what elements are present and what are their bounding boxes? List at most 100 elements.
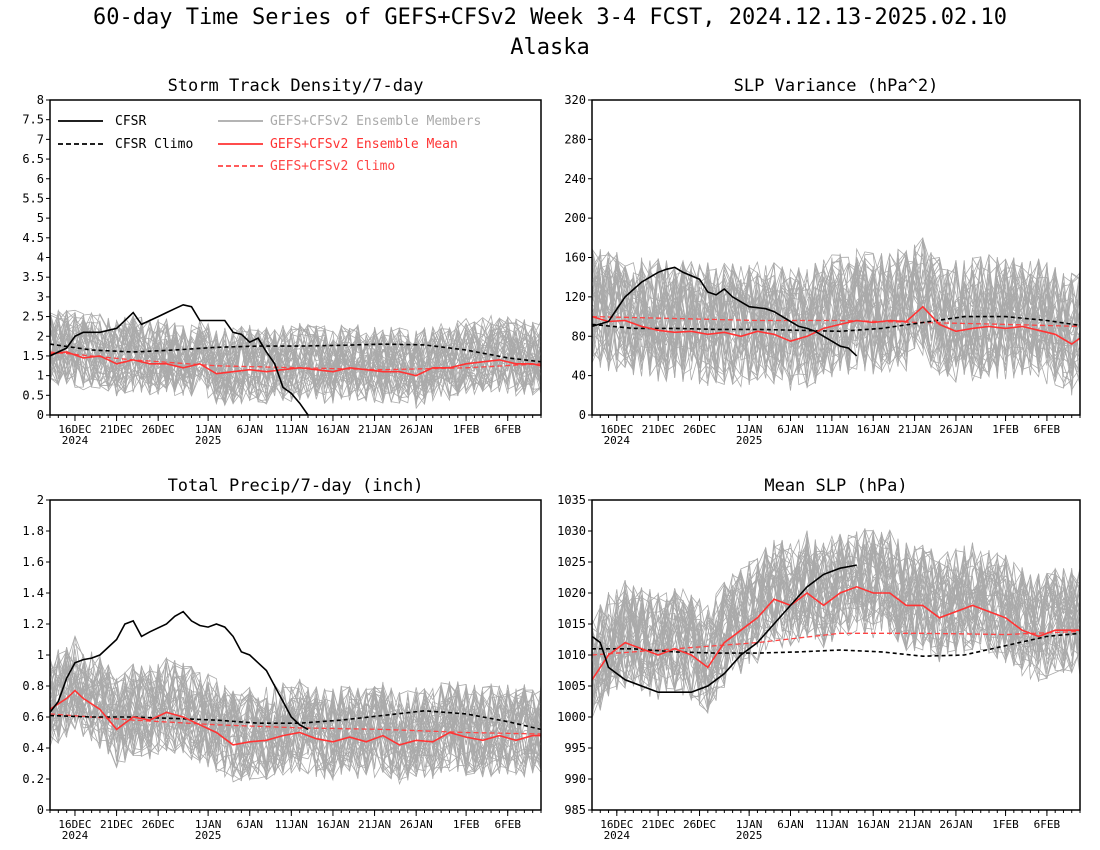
ensemble-members [591,528,1081,719]
x-tick-label: 21DEC [642,818,675,831]
x-tick-label: 1FEB [992,818,1019,831]
panel-title: Mean SLP (hPa) [764,476,907,496]
y-tick-label: 1025 [557,555,586,569]
x-tick-label: 21JAN [898,818,931,831]
y-tick-label: 1.2 [22,617,44,631]
legend-label: GEFS+CFSv2 Climo [270,159,395,174]
x-tick-label: 16DEC [58,423,91,436]
x-tick-label: 6JAN [777,818,804,831]
gefs-climo-line [49,713,542,735]
x-tick-year-label: 2025 [195,829,222,842]
ensemble-member-line [591,247,1081,383]
y-tick-label: 2 [37,493,44,507]
x-tick-label: 6FEB [1034,818,1061,831]
x-tick-label: 6FEB [494,818,521,831]
x-tick-label: 16DEC [58,818,91,831]
ensemble-member-line [591,539,1081,709]
y-tick-label: 0.4 [22,741,44,755]
x-tick-label: 26JAN [939,818,972,831]
y-tick-label: 4 [37,251,44,265]
legend-members: GEFS+CFSv2 Ensemble Members [218,114,481,129]
x-tick-year-label: 2025 [736,829,763,842]
ensemble-member-line [591,533,1081,682]
ensemble-members [49,308,542,410]
x-tick-label: 11JAN [815,818,848,831]
x-tick-label: 26DEC [142,818,175,831]
ensemble-mean-line [49,351,542,377]
y-tick-label: 1.8 [22,524,44,538]
y-tick-label: 200 [564,211,586,225]
cfsr-line [49,303,309,416]
x-tick-label: 1JAN [195,423,222,436]
ensemble-member-line [591,257,1081,382]
ensemble-member-line [49,309,542,407]
y-tick-label: 995 [564,741,586,755]
x-tick-year-label: 2024 [62,434,89,447]
chart-panel-2: SLP Variance (hPa^2) 0 40 80 120 160 200 240 280… [564,76,1081,447]
y-tick-label: 0.5 [22,388,44,402]
y-tick-label: 320 [564,93,586,107]
y-tick-label: 4.5 [22,231,44,245]
ensemble-member-line [591,252,1081,386]
y-tick-label: 7 [37,132,44,146]
x-tick-year-label: 2024 [604,434,631,447]
panel-title: Storm Track Density/7-day [168,76,424,96]
ensemble-member-line [591,259,1081,377]
cfsr-line [591,564,857,694]
x-tick-label: 1FEB [453,423,480,436]
y-tick-label: 7.5 [22,113,44,127]
ensemble-member-line [49,666,542,781]
y-tick-label: 280 [564,132,586,146]
chart-panel-4: Mean SLP (hPa) 985 990 995 1000 1005 1010 1015 1… [557,476,1081,842]
x-tick-label: 16JAN [857,818,890,831]
ensemble-member-line [49,315,542,403]
y-tick-label: 5 [37,211,44,225]
chart-panel-1: Storm Track Density/7-day 0 0.5 1 1.5 2 2.5 3 3.… [22,76,542,447]
cfsr-line [49,610,309,731]
ensemble-mean-line [591,305,1081,346]
x-tick-label: 16JAN [316,423,349,436]
legend-ensemble-mean: GEFS+CFSv2 Ensemble Mean [218,137,458,152]
x-tick-label: 16DEC [600,423,633,436]
main-title: 60-day Time Series of GEFS+CFSv2 Week 3-… [93,5,1007,30]
cfsr-climo-line [592,632,1081,658]
x-tick-label: 1JAN [736,818,763,831]
y-tick-label: 80 [572,329,586,343]
x-tick-label: 1FEB [992,423,1019,436]
y-tick-label: 5.5 [22,191,44,205]
x-tick-label: 6FEB [1034,423,1061,436]
x-tick-year-label: 2025 [736,434,763,447]
ensemble-member-line [591,248,1081,376]
y-tick-label: 160 [564,251,586,265]
x-tick-label: 16JAN [316,818,349,831]
x-tick-label: 16JAN [857,423,890,436]
x-tick-label: 11JAN [815,423,848,436]
y-tick-label: 1015 [557,617,586,631]
legend: CFSR CFSR Climo GEFS+CFSv2 Ensemble Member… [58,114,481,174]
y-tick-label: 0 [37,408,44,422]
y-tick-label: 1 [37,369,44,383]
y-tick-label: 1030 [557,524,586,538]
y-tick-label: 0.2 [22,772,44,786]
ensemble-member-line [591,530,1081,691]
y-tick-label: 6 [37,172,44,186]
y-tick-label: 1005 [557,679,586,693]
cfsr-climo-line [591,315,1081,333]
x-tick-year-label: 2024 [604,829,631,842]
legend-label: CFSR Climo [115,137,193,152]
y-tick-label: 3.5 [22,270,44,284]
ensemble-member-line [49,664,542,778]
ensemble-members [591,236,1081,396]
y-tick-label: 1.6 [22,555,44,569]
ensemble-member-line [591,533,1081,703]
panel-title: Total Precip/7-day (inch) [168,476,424,496]
ensemble-member-line [49,679,542,782]
ensemble-member-line [49,655,542,783]
x-tick-label: 26DEC [683,423,716,436]
y-tick-label: 0 [579,408,586,422]
y-tick-label: 1.4 [22,586,44,600]
legend-label: GEFS+CFSv2 Ensemble Mean [270,137,458,152]
x-tick-label: 21DEC [100,423,133,436]
ensemble-member-line [49,312,542,400]
y-tick-label: 1.5 [22,349,44,363]
